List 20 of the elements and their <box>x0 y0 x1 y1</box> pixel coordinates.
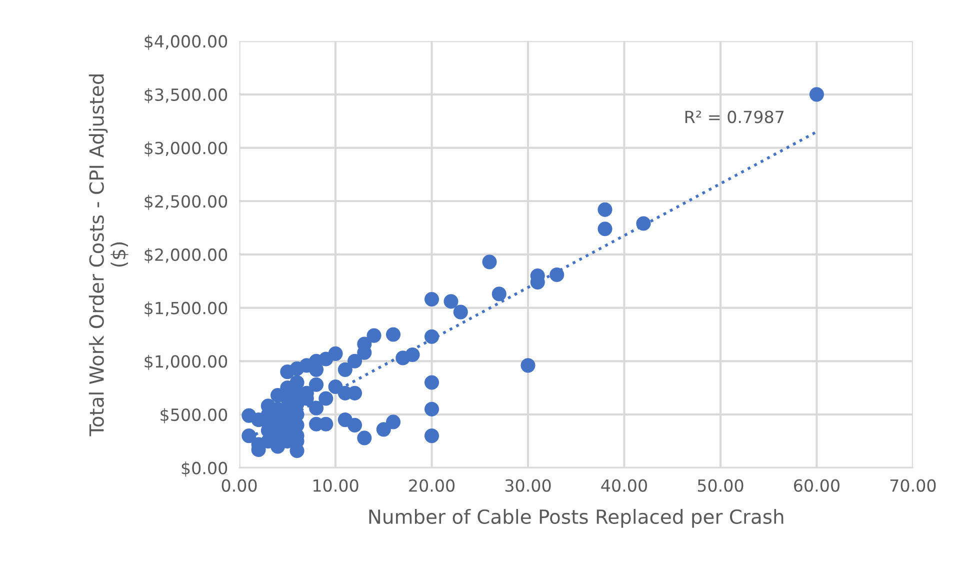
y-tick-label: $2,500.00 <box>144 194 228 210</box>
y-tick-label: $500.00 <box>160 408 228 424</box>
y-tick-label: $1,500.00 <box>144 301 228 317</box>
x-tick-label: 70.00 <box>890 479 936 492</box>
x-tick-label: 10.00 <box>314 479 358 492</box>
annotation: R² = 0.7987 <box>685 110 784 124</box>
y-tick-label: $3,000.00 <box>144 141 228 157</box>
x-tick-label: 30.00 <box>505 479 551 492</box>
y-tick-label: $1,000.00 <box>144 354 228 370</box>
y-tick-label: $0.00 <box>182 462 228 477</box>
x-tick-label: 20.00 <box>409 479 455 492</box>
x-tick-label: 0.00 <box>222 479 257 492</box>
y-axis-title: Total Work Order Costs - CPI Adjusted ($) <box>88 74 128 436</box>
y-tick-label: $2,000.00 <box>144 248 228 264</box>
x-tick-label: 60.00 <box>794 479 840 492</box>
y-tick-label: $4,000.00 <box>144 34 228 50</box>
y-tick-label: $3,500.00 <box>144 88 228 104</box>
x-tick-label: 50.00 <box>698 479 744 492</box>
x-tick-label: 40.00 <box>601 479 647 492</box>
x-axis-title: Number of Cable Posts Replaced per Crash <box>369 508 784 528</box>
